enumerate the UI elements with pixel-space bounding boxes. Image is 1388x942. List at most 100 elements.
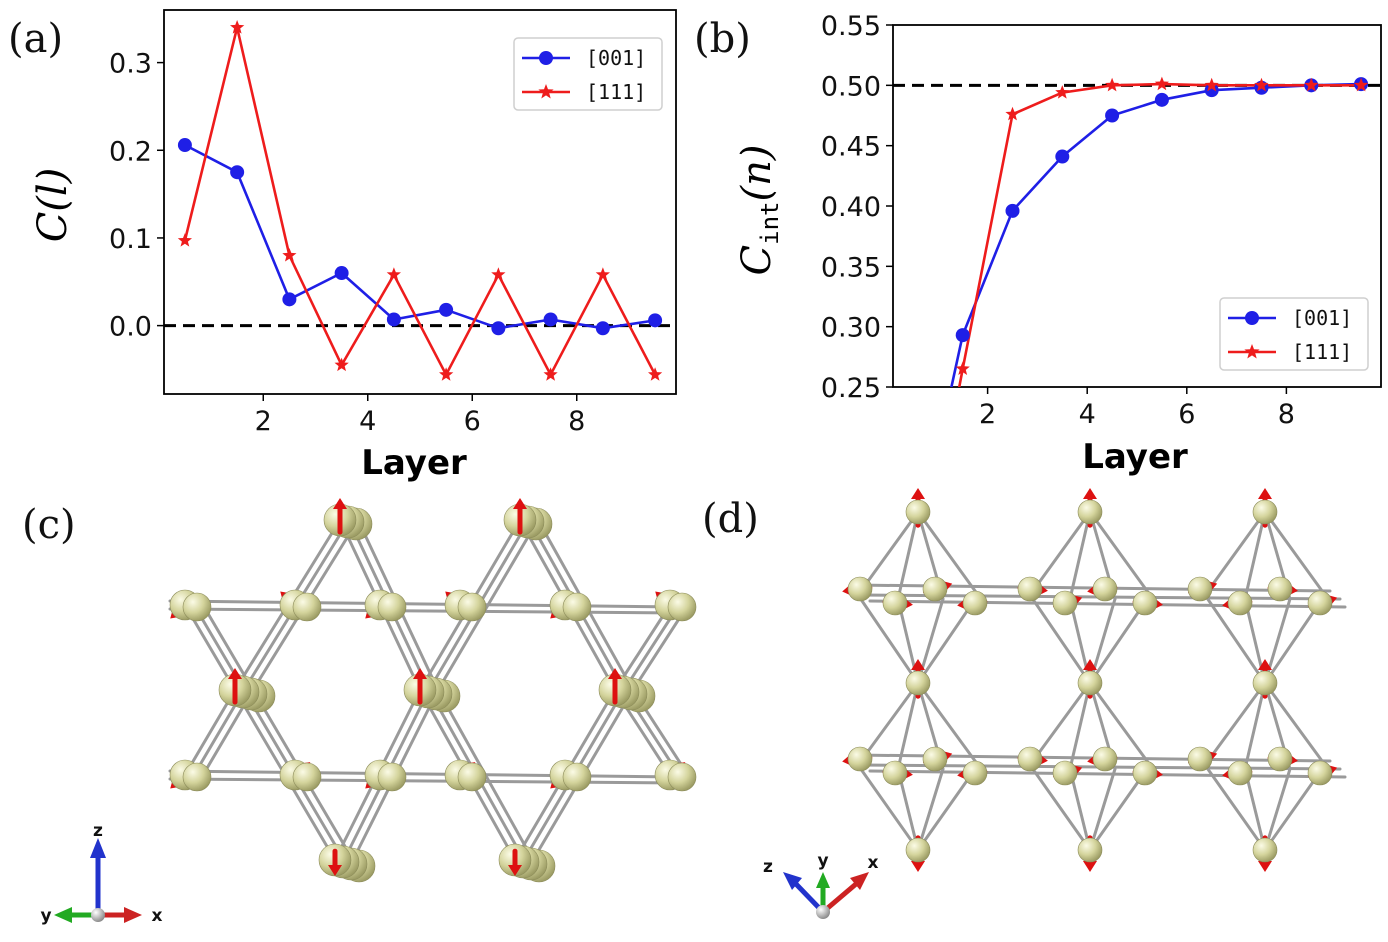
bond <box>1068 767 1092 852</box>
bond <box>1028 681 1092 767</box>
x-tick-label-b: 6 <box>1178 399 1195 430</box>
atom <box>1252 670 1278 696</box>
bond <box>868 599 1347 609</box>
atom <box>1092 746 1118 772</box>
x-tick-label-a: 6 <box>464 406 481 437</box>
spin-arrow <box>508 865 522 876</box>
y-tick-label-b: 0.55 <box>821 11 881 42</box>
atom <box>1187 576 1213 602</box>
bond <box>1243 510 1267 601</box>
data-point-a-001 <box>230 165 245 180</box>
atom <box>922 746 948 772</box>
data-point-a-001 <box>282 292 297 307</box>
bond <box>1203 681 1267 767</box>
atom <box>377 592 407 622</box>
bond <box>1263 681 1327 767</box>
atom <box>882 590 908 616</box>
data-point-a-001 <box>648 313 663 328</box>
y-tick-label-b: 0.50 <box>821 71 881 102</box>
atom <box>1307 590 1333 616</box>
atom <box>905 837 931 863</box>
spin-arrow <box>911 861 925 872</box>
y-tick-label-a: 0.1 <box>109 224 152 255</box>
y-tick-label-a: 0.0 <box>109 312 152 343</box>
bond <box>1088 597 1117 685</box>
data-point-a-001 <box>439 302 454 317</box>
atom <box>457 762 487 792</box>
axis-triad-d: z y x <box>763 851 879 919</box>
atom <box>1227 760 1253 786</box>
spin-arrow <box>1258 861 1272 872</box>
atom <box>562 762 592 792</box>
atom <box>1092 576 1118 602</box>
x-tick-label-a: 2 <box>255 406 272 437</box>
data-point-a-111 <box>177 233 192 247</box>
y-tick-label-b: 0.25 <box>821 373 881 404</box>
spin-arrow <box>1083 861 1097 872</box>
bond <box>1203 763 1267 852</box>
legend-label-111-a: [111] <box>586 80 646 104</box>
atom <box>905 670 931 696</box>
bond <box>168 607 682 615</box>
atom <box>292 762 322 792</box>
data-point-b-111 <box>1005 106 1020 121</box>
atom <box>1132 590 1158 616</box>
data-point-a-111 <box>334 357 349 372</box>
spin-arrow <box>1258 488 1272 499</box>
atom <box>1077 670 1103 696</box>
data-point-a-111 <box>439 367 454 381</box>
bond <box>1203 510 1267 597</box>
y-axis-label-b-tail: (n) <box>734 145 780 202</box>
bond <box>1243 767 1267 852</box>
panel-label-b: (b) <box>694 16 751 62</box>
bond <box>1088 681 1152 767</box>
spin-arrow <box>911 488 925 499</box>
atom <box>1077 499 1103 525</box>
atom <box>377 762 407 792</box>
atom <box>562 592 592 622</box>
x-tick-label-b: 8 <box>1278 399 1295 430</box>
data-point-b-001 <box>1204 83 1219 98</box>
atom <box>847 576 873 602</box>
bond <box>168 777 682 785</box>
atom <box>1267 746 1293 772</box>
axis-x-head-d <box>850 872 869 890</box>
legend-b: [001] [111] <box>1219 297 1369 371</box>
data-point-a-001 <box>177 138 192 153</box>
axis-x-label-d: x <box>868 853 879 873</box>
x-tick-label-b: 2 <box>979 399 996 430</box>
data-point-a-001 <box>491 321 506 336</box>
atom <box>667 592 697 622</box>
atom <box>667 762 697 792</box>
y-axis-label-b: Cint(n) <box>734 145 784 276</box>
data-point-b-111 <box>1254 77 1269 92</box>
bond <box>183 688 237 777</box>
atom <box>1227 590 1253 616</box>
bond <box>1068 681 1092 771</box>
bond <box>1028 763 1092 852</box>
bond <box>1068 510 1092 601</box>
chart-b: 2 4 6 8 0.25 0.30 0.35 0.40 0.45 0.50 0.55 Layer C… <box>734 11 1382 477</box>
legend-marker-001-b <box>1245 311 1259 325</box>
bond <box>168 599 682 609</box>
legend-label-001-a: [001] <box>586 46 646 70</box>
data-point-b-001 <box>1055 149 1070 164</box>
plot-frame-a <box>163 9 677 395</box>
data-point-b-111 <box>1204 77 1219 92</box>
axis-y-head-d <box>816 872 830 888</box>
spin-arrow <box>1258 659 1272 670</box>
axis-y-label-c: y <box>40 906 51 926</box>
x-tick-label-b: 4 <box>1079 399 1096 430</box>
atom <box>182 762 212 792</box>
axis-origin-c <box>91 908 105 922</box>
bond <box>916 510 980 597</box>
atom <box>1132 760 1158 786</box>
atom <box>1307 760 1333 786</box>
legend-label-111-b: [111] <box>1292 340 1352 364</box>
x-axis-label-a: Layer <box>361 443 467 483</box>
axis-z-head-d <box>783 872 802 890</box>
legend-marker-001-a <box>539 51 553 65</box>
legend-marker-111-a <box>538 84 554 99</box>
series-line-a-001 <box>184 143 656 330</box>
